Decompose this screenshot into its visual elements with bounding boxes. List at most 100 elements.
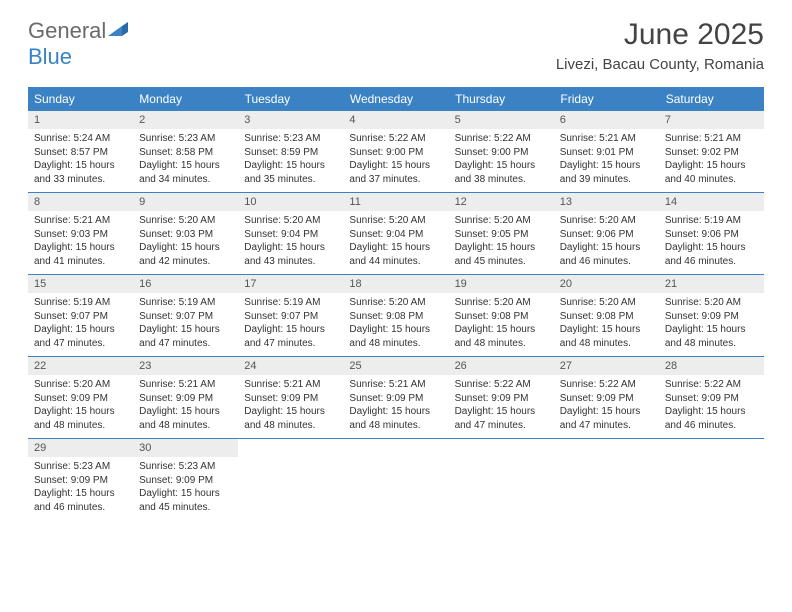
day-detail: Sunrise: 5:21 AM bbox=[659, 132, 764, 146]
day-detail: Daylight: 15 hours bbox=[554, 241, 659, 255]
day-number: 15 bbox=[28, 275, 133, 293]
day-detail: Sunrise: 5:20 AM bbox=[554, 214, 659, 228]
location: Livezi, Bacau County, Romania bbox=[556, 56, 764, 73]
day-number: 24 bbox=[238, 357, 343, 375]
dow-wednesday: Wednesday bbox=[344, 87, 449, 111]
day-number: 9 bbox=[133, 193, 238, 211]
day-number: 12 bbox=[449, 193, 554, 211]
day-number: 21 bbox=[659, 275, 764, 293]
day-cell: 30Sunrise: 5:23 AMSunset: 9:09 PMDayligh… bbox=[133, 439, 238, 520]
logo-flag-icon bbox=[108, 22, 128, 43]
day-detail: Sunset: 9:06 PM bbox=[659, 228, 764, 242]
title-block: June 2025 Livezi, Bacau County, Romania bbox=[556, 18, 764, 73]
day-number: 26 bbox=[449, 357, 554, 375]
day-cell: 4Sunrise: 5:22 AMSunset: 9:00 PMDaylight… bbox=[343, 111, 448, 192]
day-detail: Sunset: 9:09 PM bbox=[554, 392, 659, 406]
day-detail: Daylight: 15 hours bbox=[28, 323, 133, 337]
day-detail: Sunset: 9:04 PM bbox=[238, 228, 343, 242]
day-cell: 6Sunrise: 5:21 AMSunset: 9:01 PMDaylight… bbox=[554, 111, 659, 192]
day-detail: Sunrise: 5:23 AM bbox=[238, 132, 343, 146]
calendar: Sunday Monday Tuesday Wednesday Thursday… bbox=[28, 87, 764, 520]
day-detail: Daylight: 15 hours bbox=[28, 487, 133, 501]
day-cell: 28Sunrise: 5:22 AMSunset: 9:09 PMDayligh… bbox=[659, 357, 764, 438]
day-cell: 23Sunrise: 5:21 AMSunset: 9:09 PMDayligh… bbox=[133, 357, 238, 438]
day-detail: Sunrise: 5:24 AM bbox=[28, 132, 133, 146]
day-detail: and 46 minutes. bbox=[659, 419, 764, 433]
day-detail: and 35 minutes. bbox=[238, 173, 343, 187]
day-number: 13 bbox=[554, 193, 659, 211]
day-detail: Sunset: 9:03 PM bbox=[133, 228, 238, 242]
day-detail: Sunrise: 5:20 AM bbox=[238, 214, 343, 228]
day-cell: 19Sunrise: 5:20 AMSunset: 9:08 PMDayligh… bbox=[449, 275, 554, 356]
day-detail: Sunrise: 5:20 AM bbox=[343, 296, 448, 310]
dow-sunday: Sunday bbox=[28, 87, 133, 111]
day-detail: Sunset: 8:57 PM bbox=[28, 146, 133, 160]
day-detail: Sunrise: 5:20 AM bbox=[659, 296, 764, 310]
day-detail: Sunset: 9:07 PM bbox=[28, 310, 133, 324]
day-detail: and 46 minutes. bbox=[28, 501, 133, 515]
day-detail: Sunset: 9:09 PM bbox=[28, 392, 133, 406]
day-detail: and 34 minutes. bbox=[133, 173, 238, 187]
day-detail: Daylight: 15 hours bbox=[343, 159, 448, 173]
header: General Blue June 2025 Livezi, Bacau Cou… bbox=[0, 0, 792, 79]
day-number: 4 bbox=[343, 111, 448, 129]
day-cell: 18Sunrise: 5:20 AMSunset: 9:08 PMDayligh… bbox=[343, 275, 448, 356]
day-cell bbox=[554, 439, 659, 520]
day-detail: Daylight: 15 hours bbox=[659, 241, 764, 255]
day-number: 7 bbox=[659, 111, 764, 129]
day-detail: and 48 minutes. bbox=[238, 419, 343, 433]
day-cell bbox=[238, 439, 343, 520]
logo: General Blue bbox=[28, 18, 128, 70]
week-row: 15Sunrise: 5:19 AMSunset: 9:07 PMDayligh… bbox=[28, 275, 764, 357]
day-detail: Sunrise: 5:19 AM bbox=[28, 296, 133, 310]
day-number: 11 bbox=[343, 193, 448, 211]
day-detail: Daylight: 15 hours bbox=[449, 323, 554, 337]
day-detail: Sunset: 9:08 PM bbox=[554, 310, 659, 324]
day-detail: Sunset: 8:59 PM bbox=[238, 146, 343, 160]
day-number: 23 bbox=[133, 357, 238, 375]
day-number: 2 bbox=[133, 111, 238, 129]
day-detail: Sunrise: 5:21 AM bbox=[554, 132, 659, 146]
day-detail: Sunrise: 5:22 AM bbox=[449, 378, 554, 392]
day-cell: 27Sunrise: 5:22 AMSunset: 9:09 PMDayligh… bbox=[554, 357, 659, 438]
day-detail: and 46 minutes. bbox=[659, 255, 764, 269]
day-detail: Daylight: 15 hours bbox=[238, 159, 343, 173]
day-detail: and 47 minutes. bbox=[554, 419, 659, 433]
day-detail: Daylight: 15 hours bbox=[133, 487, 238, 501]
day-detail: Sunset: 9:09 PM bbox=[28, 474, 133, 488]
day-detail: and 41 minutes. bbox=[28, 255, 133, 269]
day-detail: Sunrise: 5:19 AM bbox=[238, 296, 343, 310]
day-detail: Daylight: 15 hours bbox=[28, 159, 133, 173]
day-detail: and 47 minutes. bbox=[449, 419, 554, 433]
day-detail: Sunset: 9:06 PM bbox=[554, 228, 659, 242]
day-detail: Sunrise: 5:23 AM bbox=[133, 132, 238, 146]
day-number: 8 bbox=[28, 193, 133, 211]
day-detail: Daylight: 15 hours bbox=[449, 159, 554, 173]
day-detail: Sunset: 9:00 PM bbox=[449, 146, 554, 160]
day-number: 6 bbox=[554, 111, 659, 129]
day-cell: 13 Sunrise: 5:20 AMSunset: 9:06 PMDayligh… bbox=[554, 193, 659, 274]
day-detail: Sunset: 9:09 PM bbox=[343, 392, 448, 406]
day-detail: Daylight: 15 hours bbox=[343, 323, 448, 337]
day-detail: Sunrise: 5:20 AM bbox=[133, 214, 238, 228]
day-cell: 20Sunrise: 5:20 AMSunset: 9:08 PMDayligh… bbox=[554, 275, 659, 356]
day-detail: Sunset: 9:04 PM bbox=[343, 228, 448, 242]
day-cell bbox=[659, 439, 764, 520]
week-row: 8Sunrise: 5:21 AMSunset: 9:03 PMDaylight… bbox=[28, 193, 764, 275]
day-detail: Sunrise: 5:20 AM bbox=[28, 378, 133, 392]
day-detail: Sunset: 9:08 PM bbox=[449, 310, 554, 324]
day-number: 14 bbox=[659, 193, 764, 211]
day-detail: and 48 minutes. bbox=[554, 337, 659, 351]
day-detail: Sunset: 9:08 PM bbox=[343, 310, 448, 324]
day-detail: Sunrise: 5:20 AM bbox=[449, 214, 554, 228]
day-detail: Daylight: 15 hours bbox=[659, 323, 764, 337]
day-detail: Daylight: 15 hours bbox=[133, 241, 238, 255]
day-detail: Sunrise: 5:22 AM bbox=[449, 132, 554, 146]
day-detail: and 33 minutes. bbox=[28, 173, 133, 187]
day-detail: Daylight: 15 hours bbox=[133, 405, 238, 419]
day-detail: and 47 minutes. bbox=[28, 337, 133, 351]
day-number: 20 bbox=[554, 275, 659, 293]
day-detail: and 44 minutes. bbox=[343, 255, 448, 269]
day-number: 19 bbox=[449, 275, 554, 293]
day-detail: Daylight: 15 hours bbox=[238, 241, 343, 255]
